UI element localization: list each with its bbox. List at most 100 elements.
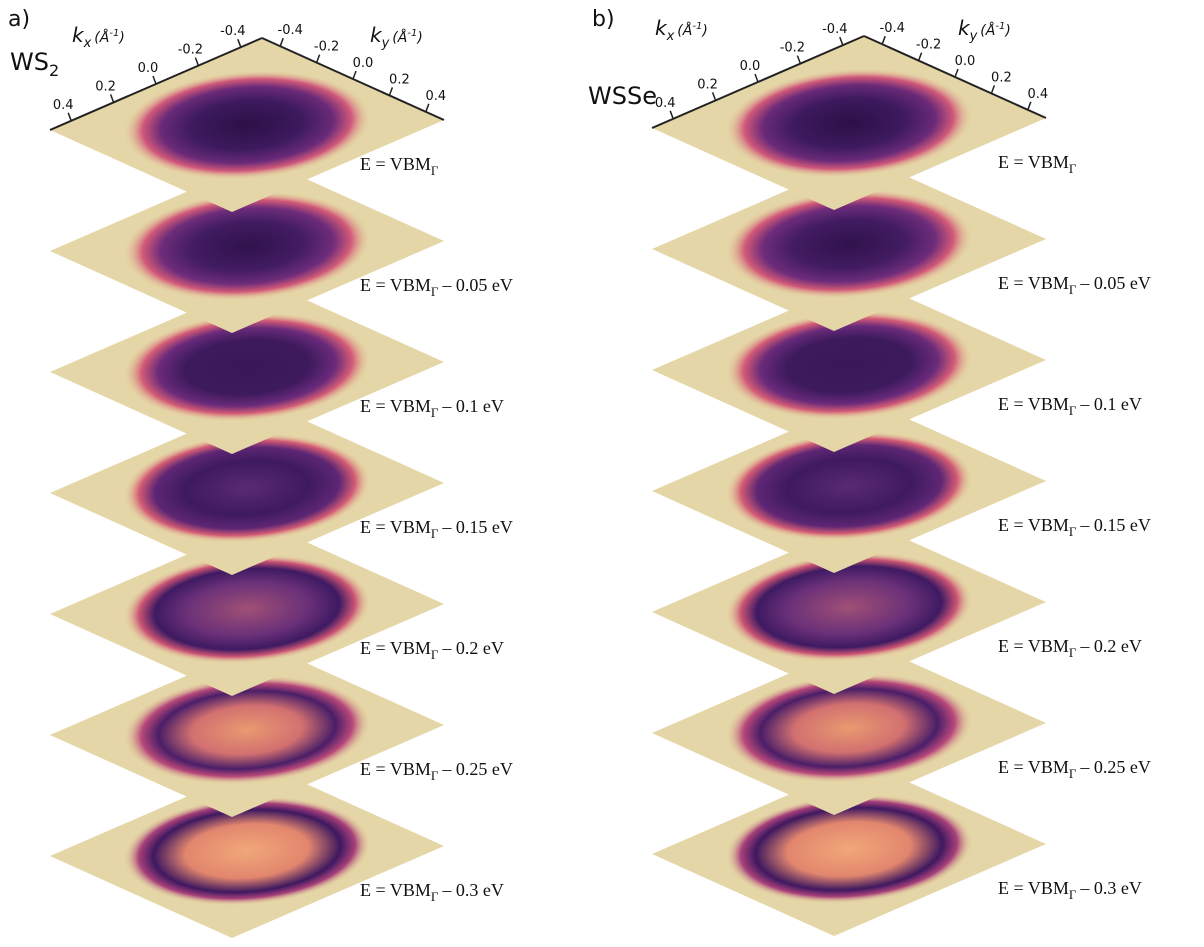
axis-unit-close: ) (1004, 23, 1010, 39)
ky-tick-label: -0.2 (916, 38, 941, 53)
ky-tick-label: 0.0 (955, 54, 976, 69)
axis-subscript: y (381, 36, 390, 51)
label-subscript: Γ (431, 405, 439, 420)
ky-tick-label: -0.4 (278, 23, 303, 38)
label-main: E = VBM (998, 152, 1069, 172)
ky-tick-label: 0.0 (353, 56, 374, 71)
tick (754, 73, 759, 83)
axis-exponent: -1 (692, 21, 702, 32)
slice-label: E = VBMΓ (998, 152, 1077, 176)
momentum-map (652, 278, 1046, 452)
tick (237, 38, 242, 48)
kx-label: kx (Å-1) (72, 23, 125, 51)
kx-tick-label: 0.4 (655, 96, 676, 111)
momentum-map (652, 157, 1046, 331)
momentum-map (652, 399, 1046, 573)
kx-tick-label: -0.4 (220, 24, 245, 39)
axis-unit: (Å (677, 22, 692, 39)
kx-tick-label: -0.2 (780, 41, 805, 56)
kx-tick-label: -0.2 (178, 43, 203, 58)
panel-letter: a) (8, 7, 30, 32)
label-subscript: Γ (431, 284, 439, 299)
label-main: E = VBM (360, 880, 431, 900)
tick (917, 52, 923, 61)
momentum-map (50, 643, 444, 817)
momentum-map (652, 641, 1046, 815)
axis-exponent: -1 (995, 21, 1005, 32)
tick (711, 92, 717, 101)
axis-symbol: k (958, 16, 971, 40)
label-main: E = VBM (998, 878, 1069, 898)
label-suffix: – 0.15 eV (441, 517, 513, 537)
label-subscript: Γ (431, 526, 439, 541)
label-suffix: – 0.05 eV (441, 275, 513, 295)
label-main: E = VBM (998, 757, 1069, 777)
momentum-map (652, 762, 1046, 936)
material-name: WSSe (588, 82, 657, 110)
label-main: E = VBM (360, 275, 431, 295)
tick (152, 75, 157, 85)
kx-tick-label: 0.2 (697, 77, 718, 92)
momentum-map (50, 522, 444, 696)
tick (388, 87, 394, 96)
label-main: E = VBM (998, 273, 1069, 293)
momentum-map (50, 280, 444, 454)
slice-label: E = VBMΓ – 0.1 eV (360, 396, 504, 420)
material-name: WS (10, 48, 49, 76)
ky-tick-label: 0.4 (1027, 87, 1048, 102)
label-suffix: – 0.15 eV (1079, 515, 1151, 535)
slice-label: E = VBMΓ – 0.2 eV (360, 638, 504, 662)
slice-label: E = VBMΓ – 0.25 eV (360, 759, 513, 783)
axis-unit: (Å (392, 29, 407, 46)
ky-label: ky (Å-1) (370, 23, 423, 51)
label-subscript: Γ (1069, 524, 1077, 539)
axis-unit-close: ) (416, 30, 422, 46)
momentum-map (50, 764, 444, 938)
tick (425, 103, 430, 113)
axis-symbol: k (655, 16, 668, 40)
ky-tick-label: 0.2 (389, 72, 410, 87)
slice-label: E = VBMΓ – 0.1 eV (998, 394, 1142, 418)
label-subscript: Γ (1069, 766, 1077, 781)
slice-label: E = VBMΓ – 0.05 eV (360, 275, 513, 299)
label-subscript: Γ (431, 768, 439, 783)
tick (109, 94, 115, 103)
label-suffix: – 0.3 eV (1079, 878, 1142, 898)
tick (194, 57, 200, 66)
axis-symbol: k (72, 23, 85, 47)
label-subscript: Γ (431, 889, 439, 904)
label-subscript: Γ (1069, 645, 1077, 660)
label-suffix: – 0.1 eV (441, 396, 504, 416)
slice-label: E = VBMΓ – 0.15 eV (360, 517, 513, 541)
label-main: E = VBM (998, 394, 1069, 414)
ky-tick-label: 0.2 (991, 70, 1012, 85)
tick (839, 36, 844, 46)
axis-unit: (Å (94, 29, 109, 46)
label-subscript: Γ (1069, 161, 1077, 176)
tick (796, 55, 802, 64)
label-subscript: Γ (1069, 403, 1077, 418)
tick (990, 85, 996, 94)
material-label: WS2 (10, 48, 59, 80)
momentum-map (652, 520, 1046, 694)
label-main: E = VBM (360, 396, 431, 416)
kx-tick-label: 0.0 (138, 61, 159, 76)
slice-label: E = VBMΓ – 0.2 eV (998, 636, 1142, 660)
tick (954, 68, 959, 78)
panel: E = VBMΓ – 0.3 eVE = VBMΓ – 0.25 eVE = VBM… (588, 7, 1151, 936)
kx-label: kx (Å-1) (655, 16, 708, 44)
label-suffix: – 0.2 eV (1079, 636, 1142, 656)
label-suffix: – 0.05 eV (1079, 273, 1151, 293)
ky-tick-label: -0.4 (880, 21, 905, 36)
axis-subscript: x (83, 36, 92, 51)
slice-label: E = VBMΓ (360, 154, 439, 178)
momentum-map (652, 36, 1046, 210)
axis-unit-close: ) (701, 23, 707, 39)
label-main: E = VBM (998, 515, 1069, 535)
slice-label: E = VBMΓ – 0.3 eV (998, 878, 1142, 902)
slice-label: E = VBMΓ – 0.05 eV (998, 273, 1151, 297)
tick (1027, 101, 1032, 111)
tick (881, 35, 886, 45)
slice-label: E = VBMΓ – 0.25 eV (998, 757, 1151, 781)
